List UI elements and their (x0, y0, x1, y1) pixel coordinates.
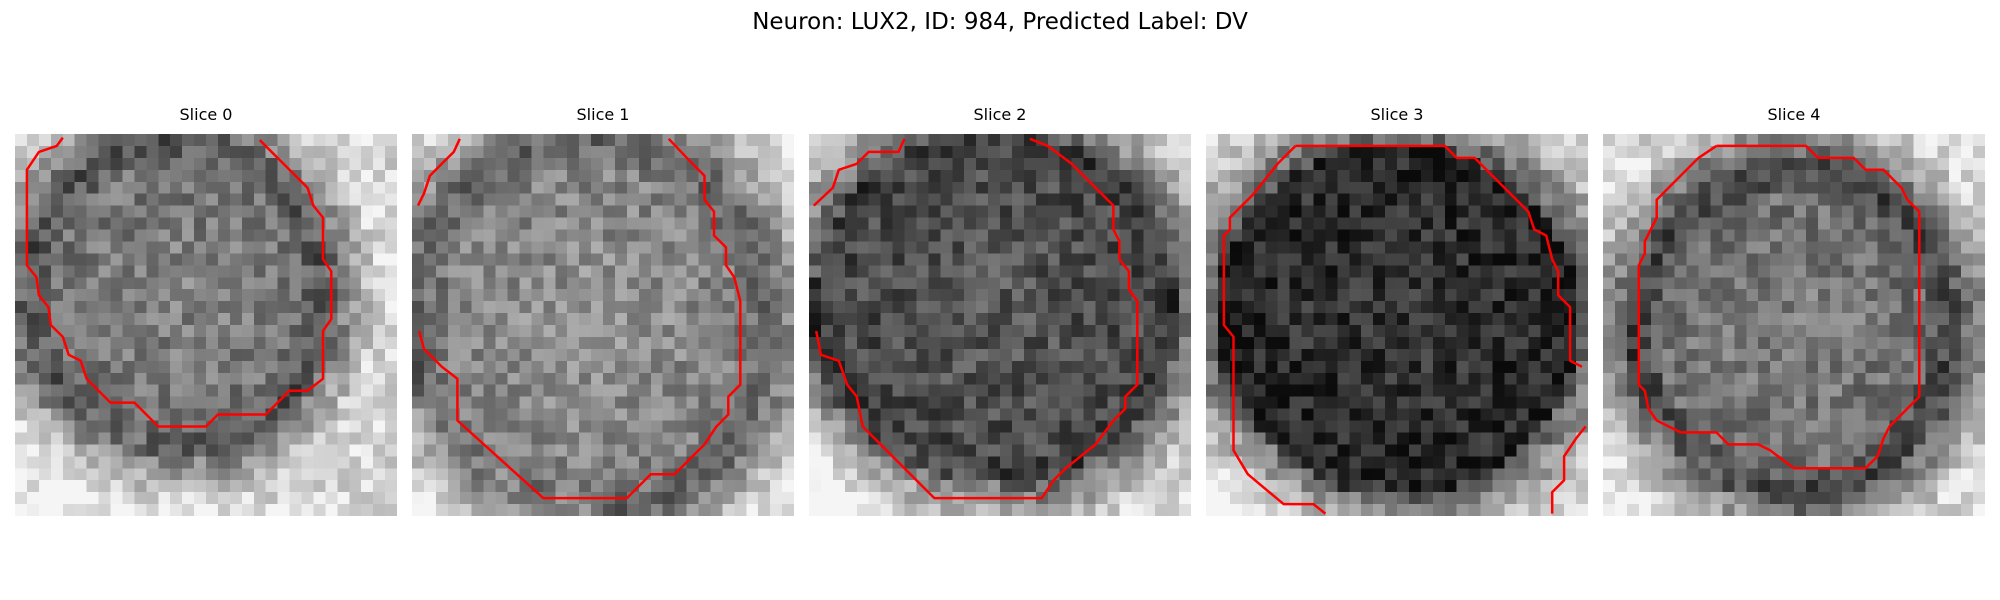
slice-image (412, 134, 794, 516)
segmentation-contour (416, 138, 461, 207)
segmentation-contour (1637, 144, 1921, 470)
slice-pixels (809, 134, 1191, 516)
segmentation-contour (1550, 425, 1587, 514)
slice-image (809, 134, 1191, 516)
figure-title: Neuron: LUX2, ID: 984, Predicted Label: … (752, 9, 1248, 35)
slice-image (15, 134, 397, 516)
slice-title: Slice 4 (1767, 105, 1821, 124)
segmentation-contour (812, 138, 906, 207)
slice-pixels (412, 134, 794, 516)
slice-image (1603, 134, 1985, 516)
slice-title: Slice 0 (179, 105, 233, 124)
slice-pixels (15, 134, 397, 516)
segmentation-contour (25, 136, 333, 428)
segmentation-contour (1295, 144, 1583, 368)
segmentation-contour (814, 137, 1139, 500)
slice-pixels (1603, 134, 1985, 516)
segmentation-contour (417, 137, 742, 500)
slice-pixels (1206, 134, 1588, 516)
slice-title: Slice 3 (1370, 105, 1424, 124)
slice-title: Slice 2 (973, 105, 1027, 124)
slice-image (1206, 134, 1588, 516)
slice-title: Slice 1 (576, 105, 630, 124)
segmentation-contour (1222, 145, 1327, 515)
